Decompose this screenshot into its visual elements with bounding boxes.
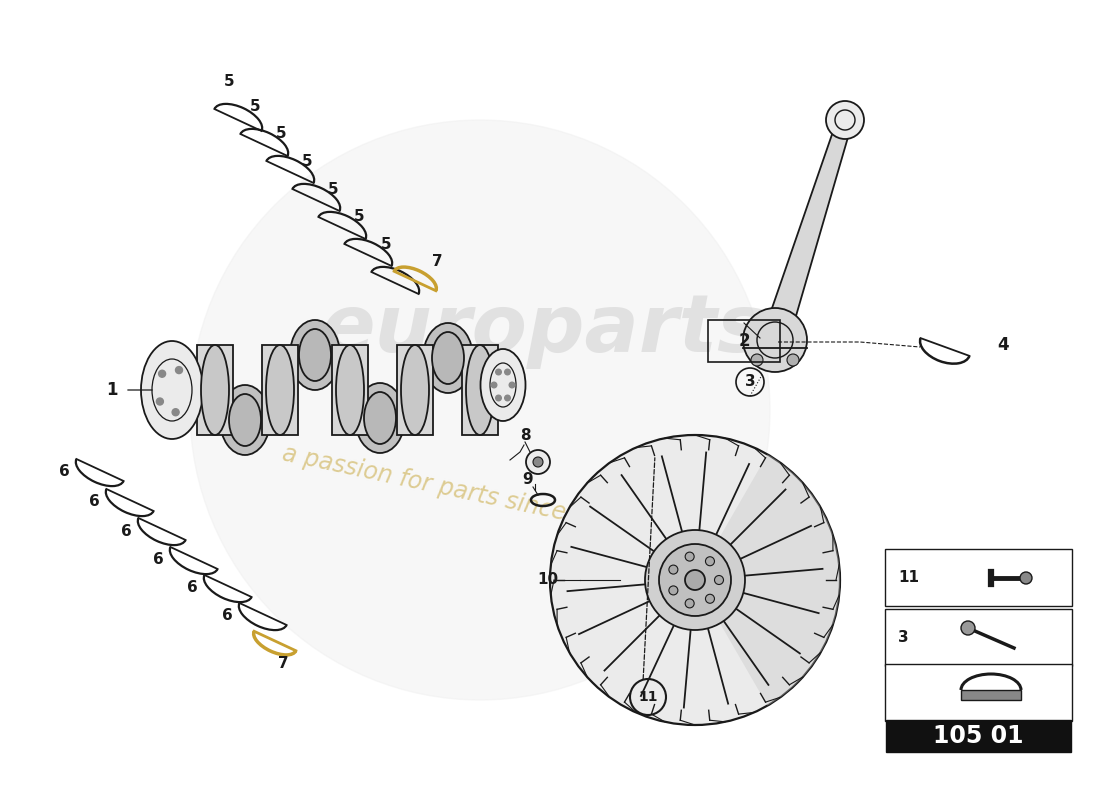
Circle shape (786, 354, 799, 366)
Circle shape (751, 354, 763, 366)
Circle shape (492, 382, 497, 388)
Circle shape (509, 382, 515, 388)
Circle shape (659, 544, 732, 616)
Text: 3: 3 (745, 374, 756, 390)
Bar (886, 720, 1071, 752)
Circle shape (705, 594, 715, 603)
Circle shape (172, 409, 179, 416)
Bar (197, 345, 233, 435)
Text: 7: 7 (431, 254, 442, 269)
Ellipse shape (432, 332, 464, 384)
Ellipse shape (229, 394, 261, 446)
Bar (397, 345, 433, 435)
Circle shape (685, 599, 694, 608)
Text: europarts: europarts (320, 291, 764, 369)
FancyBboxPatch shape (886, 549, 1072, 606)
Text: 6: 6 (153, 553, 164, 567)
Ellipse shape (141, 341, 204, 439)
Text: 5: 5 (328, 182, 339, 198)
Circle shape (505, 395, 510, 401)
Text: 2: 2 (738, 332, 750, 350)
FancyBboxPatch shape (886, 609, 1072, 666)
Text: 7: 7 (277, 655, 288, 670)
Circle shape (645, 530, 745, 630)
Text: 11: 11 (898, 570, 918, 586)
FancyBboxPatch shape (886, 664, 1072, 721)
Text: 6: 6 (58, 465, 69, 479)
Circle shape (550, 435, 840, 725)
Text: 9: 9 (522, 473, 534, 487)
Bar (332, 345, 368, 435)
Ellipse shape (481, 349, 526, 421)
Bar (462, 345, 498, 435)
Ellipse shape (266, 345, 294, 435)
Circle shape (496, 395, 502, 401)
Circle shape (669, 586, 678, 595)
Circle shape (505, 370, 510, 375)
Ellipse shape (424, 323, 473, 393)
Polygon shape (761, 120, 852, 340)
Text: 11: 11 (638, 690, 658, 704)
Circle shape (685, 570, 705, 590)
Ellipse shape (290, 320, 340, 390)
Ellipse shape (201, 345, 229, 435)
Circle shape (742, 308, 807, 372)
Ellipse shape (336, 345, 364, 435)
Text: 5: 5 (302, 154, 312, 170)
Text: 8: 8 (519, 427, 530, 442)
Ellipse shape (402, 345, 429, 435)
Text: 6: 6 (89, 494, 99, 510)
Text: 105 01: 105 01 (933, 724, 1024, 748)
Circle shape (534, 457, 543, 467)
Text: 5: 5 (381, 238, 392, 252)
Ellipse shape (466, 345, 494, 435)
Circle shape (176, 366, 183, 374)
Text: 3: 3 (898, 630, 909, 646)
Ellipse shape (299, 329, 331, 381)
Circle shape (715, 575, 724, 585)
Text: 5: 5 (224, 74, 234, 90)
Text: 6: 6 (221, 609, 232, 623)
Text: 6: 6 (187, 581, 197, 595)
Circle shape (158, 370, 166, 378)
Circle shape (156, 398, 164, 405)
Circle shape (1020, 572, 1032, 584)
Circle shape (526, 450, 550, 474)
Ellipse shape (220, 385, 270, 455)
Text: 5: 5 (354, 210, 365, 224)
Text: 1: 1 (107, 381, 118, 399)
Circle shape (685, 552, 694, 561)
Text: 10: 10 (538, 573, 559, 587)
Circle shape (961, 621, 975, 635)
Text: 4: 4 (998, 336, 1009, 354)
Circle shape (496, 370, 502, 375)
Circle shape (705, 557, 715, 566)
Wedge shape (695, 454, 840, 706)
Ellipse shape (364, 392, 396, 444)
Text: 5: 5 (250, 99, 261, 114)
Bar (262, 345, 298, 435)
Circle shape (669, 565, 678, 574)
Bar (961, 690, 1021, 700)
Text: a passion for parts since 1985: a passion for parts since 1985 (280, 441, 634, 539)
Text: 6: 6 (121, 523, 131, 538)
Ellipse shape (826, 101, 864, 139)
Text: 5: 5 (276, 126, 287, 142)
Ellipse shape (355, 383, 405, 453)
Circle shape (190, 120, 770, 700)
